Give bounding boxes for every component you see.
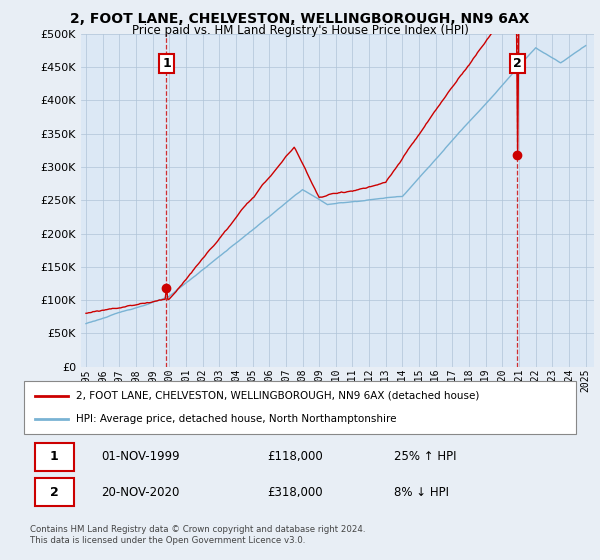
FancyBboxPatch shape	[35, 443, 74, 471]
Text: £118,000: £118,000	[267, 450, 323, 463]
Text: 20-NOV-2020: 20-NOV-2020	[101, 486, 179, 499]
Text: Price paid vs. HM Land Registry's House Price Index (HPI): Price paid vs. HM Land Registry's House …	[131, 24, 469, 37]
Text: 1: 1	[50, 450, 59, 463]
FancyBboxPatch shape	[24, 381, 576, 434]
Text: 01-NOV-1999: 01-NOV-1999	[101, 450, 180, 463]
Text: HPI: Average price, detached house, North Northamptonshire: HPI: Average price, detached house, Nort…	[76, 414, 397, 424]
FancyBboxPatch shape	[35, 478, 74, 506]
Text: 1: 1	[162, 57, 171, 70]
Text: 25% ↑ HPI: 25% ↑ HPI	[394, 450, 457, 463]
Text: 2: 2	[512, 57, 521, 70]
Text: 2: 2	[50, 486, 59, 499]
Text: £318,000: £318,000	[267, 486, 323, 499]
Text: 2, FOOT LANE, CHELVESTON, WELLINGBOROUGH, NN9 6AX (detached house): 2, FOOT LANE, CHELVESTON, WELLINGBOROUGH…	[76, 391, 480, 401]
Text: This data is licensed under the Open Government Licence v3.0.: This data is licensed under the Open Gov…	[30, 536, 305, 545]
Text: Contains HM Land Registry data © Crown copyright and database right 2024.: Contains HM Land Registry data © Crown c…	[30, 525, 365, 534]
Text: 8% ↓ HPI: 8% ↓ HPI	[394, 486, 449, 499]
Text: 2, FOOT LANE, CHELVESTON, WELLINGBOROUGH, NN9 6AX: 2, FOOT LANE, CHELVESTON, WELLINGBOROUGH…	[70, 12, 530, 26]
